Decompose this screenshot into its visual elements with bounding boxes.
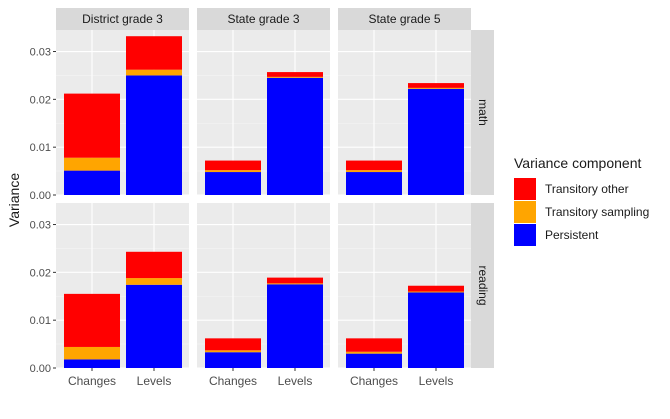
bar-segment-transitory-sampling (126, 69, 182, 76)
y-tick-label: 0.00 (30, 190, 51, 202)
bar-segment-transitory-sampling (205, 170, 261, 173)
y-tick-label: 0.00 (30, 363, 51, 375)
x-tick-label: Changes (350, 374, 398, 388)
facet-row-label: math (476, 99, 490, 126)
y-tick-label: 0.02 (30, 94, 51, 106)
bar-segment-transitory-other (346, 160, 402, 171)
x-tick-label: Changes (209, 374, 257, 388)
facet-row-label: reading (476, 265, 490, 305)
bar-segment-transitory-other (408, 83, 464, 88)
facet-column-label: District grade 3 (82, 12, 163, 26)
y-tick-label: 0.03 (30, 47, 51, 59)
bar-segment-transitory-sampling (346, 351, 402, 354)
bar-segment-transitory-sampling (64, 157, 120, 171)
bar-segment-transitory-other (64, 93, 120, 158)
bar-segment-transitory-other (64, 293, 120, 347)
bar-segment-persistent (64, 359, 120, 368)
facet-column-label: State grade 3 (227, 12, 299, 26)
bar-segment-transitory-other (267, 72, 323, 77)
legend-entry-label: Transitory sampling (545, 205, 649, 219)
facet-row-strip-0 (470, 30, 494, 195)
bar-segment-persistent (64, 170, 120, 195)
legend-title: Variance component (514, 155, 641, 171)
bar-segment-transitory-other (205, 338, 261, 351)
facet-strip-0 (56, 8, 189, 30)
bar-segment-transitory-sampling (346, 170, 402, 173)
bar-segment-transitory-other (408, 285, 464, 292)
bar-segment-persistent (126, 75, 182, 195)
y-axis-title: Variance (6, 173, 22, 227)
facet-row-strip-1 (470, 203, 494, 368)
bar-segment-persistent (408, 292, 464, 368)
bar-segment-transitory-other (205, 160, 261, 171)
bar-segment-transitory-sampling (267, 283, 323, 285)
legend-key (514, 224, 536, 246)
bar-segment-persistent (408, 88, 464, 195)
y-tick-label: 0.01 (30, 142, 51, 154)
bar-segment-transitory-sampling (267, 76, 323, 78)
x-tick-label: Changes (68, 374, 116, 388)
bar-segment-transitory-other (267, 277, 323, 284)
bar-segment-persistent (205, 172, 261, 195)
bar-segment-transitory-sampling (205, 350, 261, 353)
bar-segment-persistent (205, 352, 261, 368)
legend-key (514, 178, 536, 200)
bar-segment-persistent (346, 172, 402, 195)
legend-key (514, 201, 536, 223)
bar-segment-persistent (126, 284, 182, 368)
legend-entry-label: Transitory other (545, 182, 629, 196)
facet-strip-1 (197, 8, 330, 30)
x-tick-label: Levels (419, 374, 454, 388)
bar-segment-transitory-sampling (64, 346, 120, 360)
bar-segment-transitory-other (126, 36, 182, 70)
bar-segment-transitory-other (346, 338, 402, 352)
bar-segment-transitory-other (126, 251, 182, 279)
y-tick-label: 0.03 (30, 220, 51, 232)
bar-segment-transitory-sampling (408, 87, 464, 89)
bar-segment-persistent (267, 284, 323, 368)
bar-segment-transitory-sampling (126, 278, 182, 285)
legend-entry-label: Persistent (545, 228, 599, 242)
bar-segment-persistent (346, 353, 402, 368)
bar-segment-persistent (267, 77, 323, 195)
facet-column-label: State grade 5 (368, 12, 440, 26)
x-tick-label: Levels (137, 374, 172, 388)
bar-segment-transitory-sampling (408, 291, 464, 293)
facet-strip-2 (338, 8, 471, 30)
y-tick-label: 0.01 (30, 315, 51, 327)
y-tick-label: 0.02 (30, 267, 51, 279)
x-tick-label: Levels (278, 374, 313, 388)
